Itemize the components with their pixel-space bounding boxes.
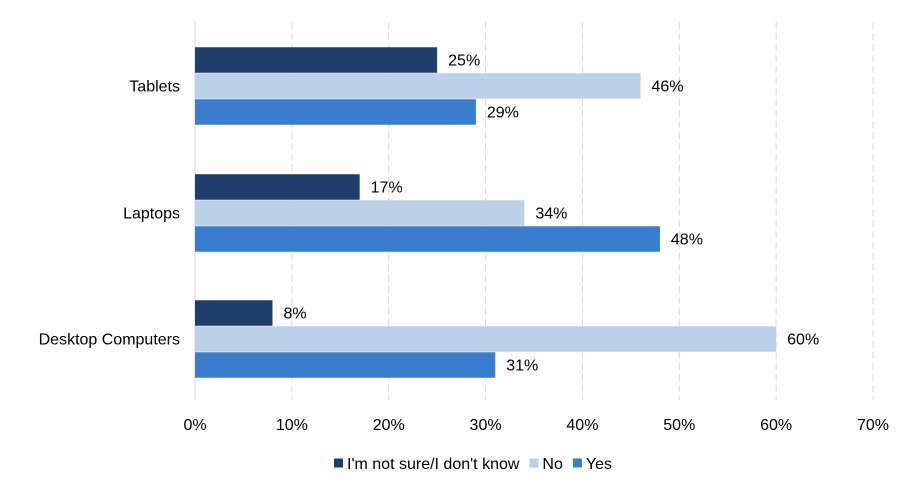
category-label: Tablets [129, 79, 180, 96]
bar [195, 326, 777, 352]
data-label: 29% [487, 105, 519, 122]
data-label: 8% [283, 306, 306, 323]
category-labels: Tablets Laptops Desktop Computers [39, 79, 180, 349]
category-label: Desktop Computers [39, 332, 180, 349]
data-label: 31% [506, 358, 538, 375]
legend-swatch [572, 458, 582, 468]
data-label: 60% [787, 332, 819, 349]
data-label: 17% [371, 180, 403, 197]
x-tick-label: 40% [566, 417, 598, 434]
bar [195, 300, 273, 326]
bar [195, 47, 438, 73]
x-tick-label: 60% [760, 417, 792, 434]
legend-label: I'm not sure/I don't know [347, 456, 520, 473]
legend-swatch [529, 458, 539, 468]
x-tick-label: 30% [470, 417, 502, 434]
x-tick-label: 0% [183, 417, 206, 434]
bar [195, 226, 660, 252]
legend-label: Yes [586, 456, 612, 473]
data-label: 34% [535, 206, 567, 223]
x-axis-ticks: 0% 10% 20% 30% 40% 50% 60% 70% [183, 417, 889, 434]
bar [195, 174, 360, 200]
bar [195, 73, 641, 99]
bar [195, 352, 496, 378]
data-label: 25% [448, 53, 480, 70]
bars [195, 47, 777, 378]
data-labels: 25% 46% 29% 17% 34% 48% 8% 60% 31% [283, 53, 819, 375]
category-label: Laptops [123, 206, 180, 223]
x-tick-label: 70% [857, 417, 889, 434]
x-tick-label: 50% [663, 417, 695, 434]
legend-swatch [334, 458, 344, 468]
legend-label: No [542, 456, 563, 473]
bar [195, 200, 525, 226]
data-label: 48% [671, 232, 703, 249]
legend: I'm not sure/I don't know No Yes [334, 456, 612, 473]
x-tick-label: 10% [276, 417, 308, 434]
data-label: 46% [652, 79, 684, 96]
bar [195, 99, 476, 125]
x-tick-label: 20% [373, 417, 405, 434]
